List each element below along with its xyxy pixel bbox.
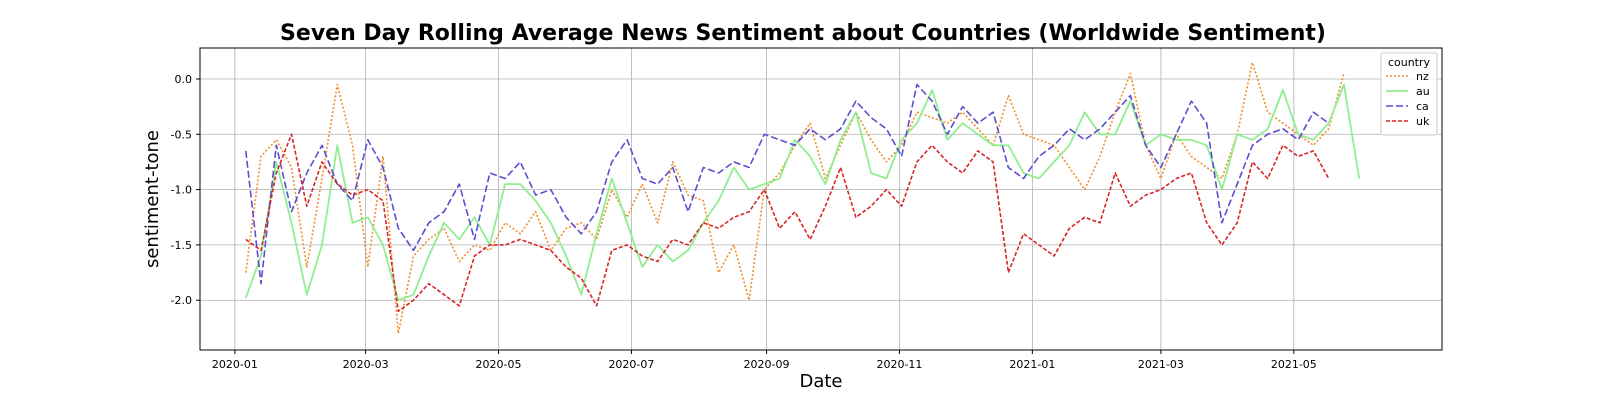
y-axis-label: sentiment-tone — [142, 130, 163, 268]
x-tick-label: 2021-01 — [1009, 358, 1055, 371]
y-tick-label: 0.0 — [175, 73, 193, 86]
x-tick-label: 2020-07 — [608, 358, 654, 371]
y-tick-label: -0.5 — [171, 128, 192, 141]
y-tick-label: -1.0 — [171, 184, 192, 197]
x-tick-label: 2020-09 — [744, 358, 790, 371]
x-tick-label: 2021-03 — [1138, 358, 1184, 371]
x-axis-ticks: 2020-01 2020-03 2020-05 2020-07 2020-09 2020-… — [212, 350, 1317, 371]
x-tick-label: 2020-05 — [476, 358, 522, 371]
y-tick-label: -2.0 — [171, 294, 192, 307]
y-tick-label: -1.5 — [171, 239, 192, 252]
x-tick-label: 2021-05 — [1271, 358, 1317, 371]
legend-title: country — [1388, 56, 1431, 69]
legend-label-ca: ca — [1416, 100, 1429, 113]
x-tick-label: 2020-11 — [876, 358, 922, 371]
legend-label-au: au — [1416, 85, 1430, 98]
series-line-au — [244, 83, 1361, 302]
gridlines — [200, 48, 1442, 350]
legend-entries: nz au ca uk — [1386, 70, 1430, 128]
series-lines — [244, 61, 1361, 335]
legend-box — [1380, 52, 1438, 136]
x-tick-label: 2020-03 — [343, 358, 389, 371]
plot-area-frame — [199, 47, 1443, 351]
x-tick-label: 2020-01 — [212, 358, 258, 371]
series-line-nz — [245, 61, 1345, 335]
y-axis-ticks: 0.0 -0.5 -1.0 -1.5 -2.0 — [171, 73, 200, 307]
x-axis-label: Date — [799, 371, 842, 392]
legend: country nz au ca uk — [1380, 52, 1438, 136]
series-line-ca — [245, 83, 1330, 285]
chart-title: Seven Day Rolling Average News Sentiment… — [280, 21, 1326, 46]
legend-label-uk: uk — [1416, 115, 1430, 128]
legend-label-nz: nz — [1416, 70, 1429, 83]
series-line-uk — [245, 133, 1330, 313]
